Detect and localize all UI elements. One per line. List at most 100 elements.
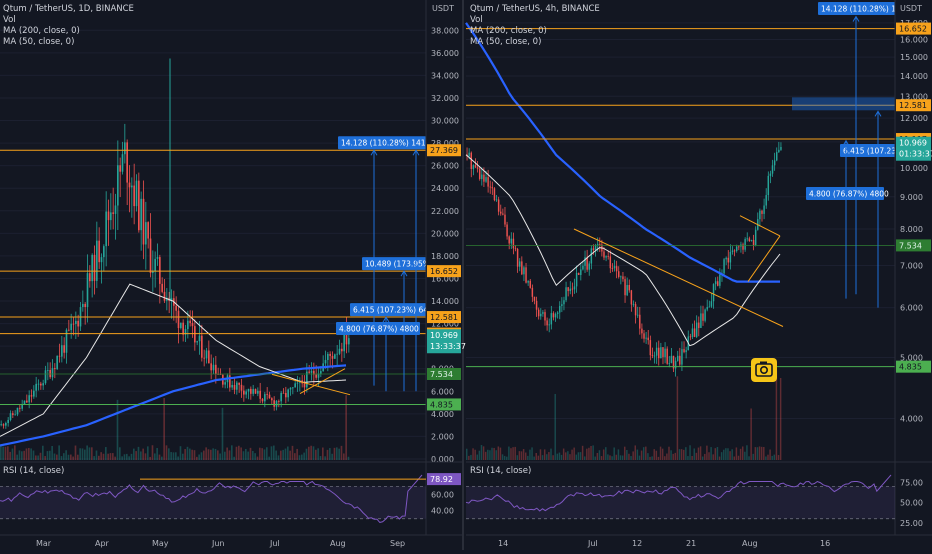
volume-bar [217, 450, 219, 460]
level-price-label: 12.581 [430, 313, 458, 322]
candle-body [729, 251, 732, 263]
candle-body [700, 313, 702, 328]
volume-bar [552, 455, 554, 460]
candle-body [708, 306, 711, 308]
candle-body [474, 165, 477, 168]
price-tick-label: 14.000 [431, 297, 459, 306]
volume-bar [23, 450, 25, 460]
candle-body [47, 370, 49, 371]
price-tick-label: 4.000 [900, 414, 923, 423]
right-legend-ma50: MA (50, close, 0) [470, 37, 541, 47]
candle-body [54, 368, 56, 370]
volume-bar [476, 454, 479, 460]
volume-bar [233, 456, 235, 460]
candle-body [596, 244, 599, 246]
volume-bar [771, 455, 773, 460]
volume-bar [470, 454, 472, 460]
measure-arrowhead [842, 139, 850, 146]
left-price-axis[interactable]: 38.000 36.000 34.000 32.000 30.000 28.000 26.0… [425, 0, 466, 550]
candle-body [609, 256, 612, 269]
volume-bar [21, 451, 23, 460]
candle-body [702, 313, 704, 321]
volume-bar [664, 456, 666, 460]
volume-bar [651, 456, 653, 460]
volume-bar [659, 446, 662, 460]
left-ma200-line [0, 364, 347, 447]
candle-body [778, 149, 780, 153]
volume-bar [474, 449, 476, 460]
volume-bar [685, 447, 687, 460]
volume-bar [558, 452, 561, 460]
right-time-axis[interactable]: 14 Jul 12 21 Aug 16 [466, 534, 932, 548]
volume-bar [550, 448, 552, 460]
volume-bar [98, 455, 100, 460]
candle-body [268, 394, 271, 399]
right-price-axis[interactable]: 17.00016.00015.00014.00013.00012.00011.0… [894, 0, 932, 550]
right-symbol-line: Qtum / TetherUS, 4h, BINANCE [470, 4, 600, 14]
candle-body [343, 331, 345, 352]
left-time-axis[interactable]: Mar Apr May Jun Jul Aug Sep [0, 534, 462, 548]
measure-label: 14.128 (110.28%) 14128 [821, 5, 915, 14]
volume-bar [619, 455, 622, 460]
volume-bar [231, 445, 233, 460]
left-measure-tools[interactable]: 14.128 (110.28%) 14128 10.489 (173.95%) 1… [336, 136, 459, 392]
candle-body [203, 357, 205, 359]
volume-bar [326, 449, 329, 460]
candle-body [647, 337, 649, 341]
rsi-band [0, 486, 426, 519]
left-chart-panel[interactable]: 14.128 (110.28%) 14128 10.489 (173.95%) 1… [0, 0, 466, 550]
volume-bar [266, 447, 268, 460]
volume-bar [133, 448, 135, 460]
candle-body [698, 322, 700, 328]
volume-bar [93, 456, 95, 460]
candle-body [632, 304, 635, 305]
volume-bar [642, 447, 645, 460]
candle-body [679, 355, 681, 365]
volume-bar [333, 447, 336, 460]
volume-bar [172, 452, 175, 460]
candle-body [516, 248, 519, 267]
candle-body [103, 246, 105, 258]
candle-body [219, 374, 222, 375]
right-trendline [747, 235, 781, 282]
volume-bar [205, 447, 207, 460]
candle-body [639, 314, 641, 329]
volume-bar [158, 454, 161, 460]
candle-body [506, 224, 508, 237]
candle-body [676, 355, 679, 361]
volume-bar [714, 448, 717, 460]
volume-bar [520, 451, 523, 460]
volume-bar [676, 376, 679, 460]
projection-box [792, 97, 895, 111]
left-trendline [271, 373, 351, 396]
candle-body [9, 413, 12, 420]
volume-bar [56, 454, 58, 460]
snapshot-camera-button[interactable] [751, 358, 777, 382]
candle-body [247, 388, 250, 392]
candle-body [58, 355, 61, 357]
price-tick-label: 2.000 [431, 432, 454, 441]
rsi-line [465, 474, 892, 512]
candle-body [294, 383, 296, 388]
candle-body [666, 348, 668, 364]
candle-body [742, 244, 744, 250]
volume-bar [674, 452, 677, 460]
volume-bar [723, 449, 725, 460]
volume-bar [554, 393, 556, 460]
volume-bar [203, 450, 205, 460]
volume-bar [291, 445, 294, 460]
candle-body [208, 350, 210, 364]
volume-bar [42, 445, 44, 460]
right-chart-panel[interactable]: 14.128 (110.28%) 14128 6.415 (107.23%) 64… [465, 0, 932, 550]
candle-body [636, 314, 639, 316]
volume-bar [301, 454, 303, 460]
right-measure-tools[interactable]: 14.128 (110.28%) 14128 6.415 (107.23%) 64… [806, 2, 928, 308]
volume-bar [151, 445, 154, 460]
volume-bar [77, 454, 79, 460]
volume-bar [170, 452, 172, 460]
volume-bar [546, 454, 548, 460]
volume-bar [569, 454, 571, 460]
volume-bar [256, 456, 259, 460]
candle-body [75, 320, 77, 324]
volume-bar [765, 456, 767, 460]
